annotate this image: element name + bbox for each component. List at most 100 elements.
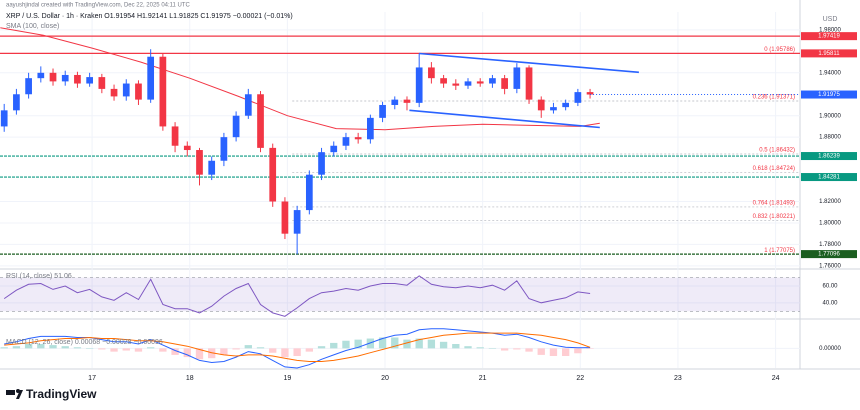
macd-histogram-bar [464, 346, 472, 349]
level-label: 1.84281 [818, 175, 840, 181]
symbol-line: XRP / U.S. Dollar · 1h · Kraken O1.91954… [6, 13, 293, 20]
level-label: 1.77096 [818, 252, 840, 258]
rsi-label: RSI (14, close) 51.06 [6, 273, 72, 280]
candle-body [550, 107, 557, 111]
macd-histogram-bar [0, 347, 8, 349]
y-tick-label: 0.00000 [819, 346, 841, 352]
y-tick-label: 1.76000 [819, 263, 841, 269]
candle-body [232, 115, 240, 138]
candle-body [525, 67, 533, 100]
candle-body [122, 83, 130, 97]
logo-mark [6, 390, 15, 395]
macd-histogram-bar [452, 344, 460, 349]
macd-histogram-bar [208, 348, 216, 359]
fib-label: 0.236 (1.91371) [753, 95, 795, 101]
fib-label: 0 (1.95786) [764, 47, 795, 53]
level-label-box [801, 250, 857, 259]
sma-line [0, 27, 600, 131]
y-tick-label: 1.90000 [819, 113, 841, 119]
current-price-label: 1.91975 [818, 92, 840, 98]
macd-histogram-bar [281, 348, 289, 358]
macd-line [4, 332, 591, 362]
macd-histogram-bar [378, 337, 387, 349]
y-tick-label: 40.00 [822, 300, 838, 306]
candle-body [37, 72, 45, 79]
candle-body [74, 74, 81, 84]
macd-histogram-bar [49, 345, 57, 349]
macd-histogram-bar [195, 348, 204, 360]
level-label: 1.95811 [818, 51, 840, 57]
y-tick-label: 1.82000 [819, 199, 841, 205]
channel-line [409, 109, 600, 129]
macd-histogram-bar [73, 347, 82, 349]
channel-line [419, 52, 639, 74]
candle-body [330, 145, 338, 153]
candle-body [196, 150, 203, 175]
macd-histogram-bar [415, 338, 423, 349]
macd-histogram-bar [171, 348, 179, 355]
rsi-band [0, 277, 800, 312]
candle-body [354, 137, 362, 140]
currency-label: USD [823, 16, 838, 23]
x-tick-label: 21 [479, 375, 487, 382]
macd-histogram-bar [330, 342, 338, 349]
candle-body [110, 88, 118, 97]
y-tick-label: 1.80000 [819, 221, 841, 227]
macd-histogram-bar [476, 347, 484, 349]
macd-histogram-bar [256, 347, 265, 349]
fib-label: 0.618 (1.84724) [753, 166, 795, 172]
candle-body [318, 152, 325, 175]
candle-body [586, 92, 594, 95]
x-tick-label: 18 [186, 375, 194, 382]
macd-histogram-bar [183, 348, 191, 358]
rsi-line [3, 275, 591, 317]
candle-body [61, 74, 69, 82]
logo: TradingView [6, 387, 97, 401]
candle-body [0, 110, 8, 127]
candle-body [403, 99, 411, 103]
macd-histogram-bar [61, 346, 69, 349]
x-tick-label: 17 [88, 375, 96, 382]
macd-histogram-bar [24, 344, 33, 349]
candle-body [13, 94, 20, 111]
macd-histogram-bar [293, 348, 301, 356]
candle-body [49, 72, 57, 82]
macd-histogram-bar [12, 346, 21, 349]
macd-histogram-bar [37, 344, 45, 349]
fib-label: 0.5 (1.86432) [759, 148, 795, 154]
candle-body [428, 67, 435, 79]
macd-histogram-bar [549, 348, 558, 356]
macd-histogram-bar [305, 348, 313, 352]
macd-histogram-bar [500, 348, 509, 351]
y-tick-label: 1.98000 [819, 27, 841, 33]
sma-label: SMA (100, close) [6, 23, 59, 30]
candle-body [135, 83, 142, 100]
fib-label: 1 (1.77075) [764, 248, 795, 254]
logo-text: TradingView [26, 387, 97, 401]
candle-body [147, 56, 155, 100]
candle-body [501, 78, 508, 89]
macd-histogram-bar [244, 345, 252, 349]
logo-mark [16, 390, 23, 399]
macd-histogram-bar [391, 337, 399, 349]
plot-layer: 17 18 19 20 21 22 23 24 1.76000 1.78000 1.80000 1.8… [0, 12, 857, 382]
candle-body [98, 77, 106, 89]
macd-histogram-bar [98, 348, 106, 350]
macd-histogram-bar [488, 348, 497, 349]
macd-histogram-bar [122, 348, 130, 351]
candle-body [183, 145, 191, 151]
candle-body [415, 67, 423, 103]
candle-body [208, 160, 216, 175]
macd-histogram-bar [403, 339, 411, 349]
y-tick-label: 60.00 [822, 284, 838, 290]
candle-body [537, 99, 545, 111]
macd-histogram-bar [269, 348, 277, 353]
candle-body [476, 81, 484, 84]
logo-mark [16, 389, 20, 393]
x-tick-label: 24 [772, 375, 780, 382]
candle-body [379, 104, 386, 118]
candle-body [367, 117, 374, 140]
macd-histogram-bar [232, 348, 240, 350]
macd-histogram-bar [574, 348, 582, 354]
